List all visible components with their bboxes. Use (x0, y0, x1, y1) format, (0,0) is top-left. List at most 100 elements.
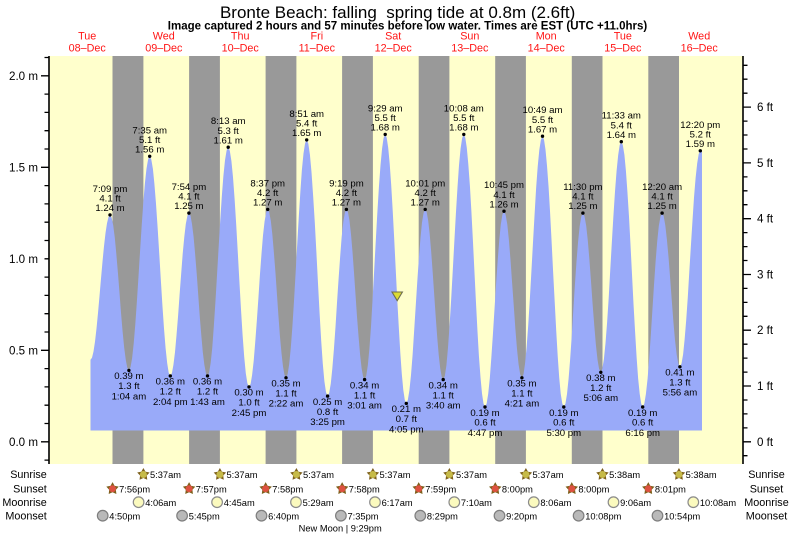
svg-text:11:33 am: 11:33 am (602, 111, 641, 122)
svg-text:1.1 ft: 1.1 ft (511, 388, 533, 399)
svg-text:Sun: Sun (460, 31, 479, 43)
svg-text:6:40pm: 6:40pm (268, 511, 299, 521)
svg-text:4:45am: 4:45am (224, 498, 255, 508)
svg-text:Sunrise: Sunrise (748, 469, 785, 481)
svg-text:4.1 ft: 4.1 ft (178, 192, 200, 203)
svg-text:1.27 m: 1.27 m (253, 198, 282, 209)
svg-text:New Moon | 9:29pm: New Moon | 9:29pm (299, 524, 382, 534)
svg-text:5:38am: 5:38am (609, 470, 640, 480)
svg-text:1.24 m: 1.24 m (95, 203, 124, 214)
svg-text:1 ft: 1 ft (757, 380, 774, 393)
svg-text:1.3 ft: 1.3 ft (118, 381, 140, 392)
svg-text:7:59pm: 7:59pm (425, 484, 456, 494)
svg-text:7:54 pm: 7:54 pm (172, 182, 207, 193)
svg-text:12:20 pm: 12:20 pm (680, 120, 720, 131)
svg-text:0.6 ft: 0.6 ft (474, 418, 496, 429)
svg-text:1:04 am: 1:04 am (112, 391, 147, 402)
svg-text:1.61 m: 1.61 m (214, 135, 243, 146)
svg-text:8:37 pm: 8:37 pm (250, 178, 285, 189)
svg-text:0.35 m: 0.35 m (271, 379, 300, 390)
svg-text:1.5 m: 1.5 m (9, 161, 38, 174)
svg-text:0.6 ft: 0.6 ft (553, 418, 575, 429)
svg-text:10:08pm: 10:08pm (585, 511, 621, 521)
svg-text:1:43 am: 1:43 am (190, 397, 225, 408)
svg-text:1.64 m: 1.64 m (607, 130, 636, 141)
svg-text:5:45pm: 5:45pm (189, 511, 220, 521)
svg-text:10:49 am: 10:49 am (522, 105, 562, 116)
svg-text:Moonrise: Moonrise (744, 497, 788, 509)
svg-text:8:01pm: 8:01pm (655, 484, 686, 494)
svg-text:4 ft: 4 ft (757, 213, 774, 226)
svg-text:1.68 m: 1.68 m (371, 123, 400, 134)
svg-text:0.5 m: 0.5 m (9, 344, 38, 357)
svg-text:5.5 ft: 5.5 ft (453, 113, 475, 124)
svg-text:5:56 am: 5:56 am (663, 388, 698, 399)
svg-text:2:04 pm: 2:04 pm (153, 397, 188, 408)
svg-text:1.0 m: 1.0 m (9, 253, 38, 266)
svg-text:4.2 ft: 4.2 ft (415, 188, 437, 199)
svg-text:3:40 am: 3:40 am (426, 401, 461, 412)
svg-text:3:25 pm: 3:25 pm (310, 417, 345, 428)
svg-text:6:16 pm: 6:16 pm (625, 428, 660, 439)
svg-text:5.4 ft: 5.4 ft (296, 119, 318, 130)
svg-text:8:00pm: 8:00pm (578, 484, 609, 494)
svg-text:1.25 m: 1.25 m (647, 201, 676, 212)
svg-text:1.26 m: 1.26 m (489, 199, 518, 210)
svg-text:5:30 pm: 5:30 pm (546, 428, 581, 439)
svg-text:1.67 m: 1.67 m (528, 124, 557, 135)
svg-text:10:45 pm: 10:45 pm (484, 180, 524, 191)
svg-text:5:37am: 5:37am (456, 470, 487, 480)
svg-text:5:37am: 5:37am (303, 470, 334, 480)
svg-text:4.2 ft: 4.2 ft (257, 188, 279, 199)
svg-text:Moonset: Moonset (746, 510, 787, 522)
svg-text:Fri: Fri (311, 31, 324, 43)
svg-text:Image captured 2 hours and 57: Image captured 2 hours and 57 minutes be… (168, 20, 648, 32)
svg-text:3 ft: 3 ft (757, 269, 774, 282)
svg-text:9:20pm: 9:20pm (506, 511, 537, 521)
svg-text:7:58pm: 7:58pm (272, 484, 303, 494)
svg-text:4:05 pm: 4:05 pm (389, 424, 424, 435)
svg-text:0.0 m: 0.0 m (9, 436, 38, 449)
svg-text:4.1 ft: 4.1 ft (99, 194, 121, 205)
svg-text:5:37am: 5:37am (150, 470, 181, 480)
svg-text:0.36 m: 0.36 m (156, 377, 185, 388)
svg-text:2:45 pm: 2:45 pm (232, 408, 267, 419)
svg-text:5.1 ft: 5.1 ft (139, 135, 161, 146)
svg-text:9:29 am: 9:29 am (368, 103, 403, 114)
svg-text:5.4 ft: 5.4 ft (611, 120, 633, 131)
svg-text:Thu: Thu (231, 31, 250, 43)
svg-text:Sunset: Sunset (750, 483, 784, 495)
svg-text:0.36 m: 0.36 m (193, 377, 222, 388)
svg-text:1.2 ft: 1.2 ft (590, 383, 612, 394)
svg-text:15–Dec: 15–Dec (604, 43, 642, 55)
svg-text:10:08 am: 10:08 am (444, 103, 484, 114)
svg-text:2:22 am: 2:22 am (269, 399, 304, 410)
svg-text:2 ft: 2 ft (757, 324, 774, 337)
svg-text:1.1 ft: 1.1 ft (354, 390, 376, 401)
svg-text:0.38 m: 0.38 m (586, 373, 615, 384)
svg-text:7:09 pm: 7:09 pm (93, 184, 128, 195)
svg-text:1.27 m: 1.27 m (411, 198, 440, 209)
svg-text:4.2 ft: 4.2 ft (336, 188, 358, 199)
svg-text:Wed: Wed (688, 31, 710, 43)
svg-text:0.39 m: 0.39 m (114, 371, 143, 382)
svg-text:0.35 m: 0.35 m (507, 379, 536, 390)
svg-text:10–Dec: 10–Dec (222, 43, 260, 55)
svg-text:5:37am: 5:37am (533, 470, 564, 480)
svg-text:0.19 m: 0.19 m (549, 408, 578, 419)
svg-text:Tue: Tue (614, 31, 632, 43)
svg-text:8:06am: 8:06am (540, 498, 571, 508)
svg-text:5 ft: 5 ft (757, 157, 774, 170)
svg-text:4.1 ft: 4.1 ft (493, 190, 515, 201)
svg-text:0.41 m: 0.41 m (665, 368, 694, 379)
svg-text:8:51 am: 8:51 am (289, 109, 324, 120)
svg-text:6:17am: 6:17am (382, 498, 413, 508)
svg-text:Moonrise: Moonrise (2, 497, 46, 509)
svg-text:5.3 ft: 5.3 ft (218, 126, 240, 137)
svg-text:5:29am: 5:29am (303, 498, 334, 508)
svg-text:0.30 m: 0.30 m (234, 388, 263, 399)
svg-text:0.19 m: 0.19 m (470, 408, 499, 419)
svg-text:3:01 am: 3:01 am (347, 401, 382, 412)
svg-text:08–Dec: 08–Dec (69, 43, 107, 55)
svg-text:7:56pm: 7:56pm (119, 484, 150, 494)
